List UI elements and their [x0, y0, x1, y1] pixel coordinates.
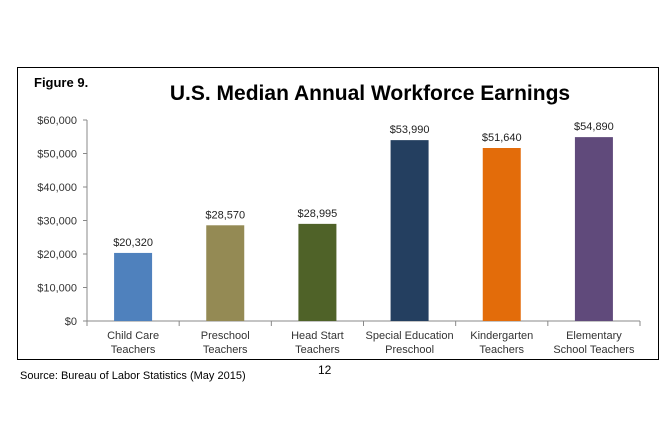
- bar: [574, 137, 613, 321]
- y-tick-label: $0: [65, 316, 77, 328]
- y-tick-label: $50,000: [37, 149, 77, 161]
- page-number: 12: [318, 363, 332, 377]
- y-tick-label: $10,000: [37, 283, 77, 295]
- x-tick-label: Teachers: [203, 344, 248, 356]
- data-label: $51,640: [482, 132, 522, 144]
- x-tick-label: Teachers: [295, 344, 340, 356]
- figure-label: Figure 9.: [34, 75, 89, 90]
- data-label: $28,995: [298, 208, 338, 220]
- x-tick-label: Kindergarten: [470, 330, 533, 342]
- bar: [482, 148, 521, 321]
- source-note: Source: Bureau of Labor Statistics (May …: [20, 370, 246, 382]
- x-tick-label: Head Start: [291, 330, 344, 342]
- x-tick-label: Preschool: [201, 330, 250, 342]
- x-tick-label: Preschool: [385, 344, 434, 356]
- x-tick-label: Special Education: [366, 330, 454, 342]
- data-label: $28,570: [205, 209, 245, 221]
- x-tick-label: School Teachers: [553, 344, 635, 356]
- x-tick-label: Teachers: [479, 344, 524, 356]
- x-tick-label: Teachers: [111, 344, 156, 356]
- x-tick-label: Child Care: [107, 330, 159, 342]
- y-tick-label: $60,000: [37, 115, 77, 127]
- bar: [206, 225, 245, 321]
- data-label: $20,320: [113, 237, 153, 249]
- chart-title: U.S. Median Annual Workforce Earnings: [169, 82, 571, 105]
- data-label: $54,890: [574, 121, 614, 133]
- bar: [298, 223, 337, 321]
- x-tick-label: Elementary: [566, 330, 622, 342]
- y-tick-label: $40,000: [37, 182, 77, 194]
- y-tick-label: $20,000: [37, 249, 77, 261]
- bar: [390, 140, 429, 321]
- y-tick-label: $30,000: [37, 216, 77, 228]
- bar: [114, 252, 153, 321]
- data-label: $53,990: [390, 124, 430, 136]
- chart-frame: [17, 67, 659, 360]
